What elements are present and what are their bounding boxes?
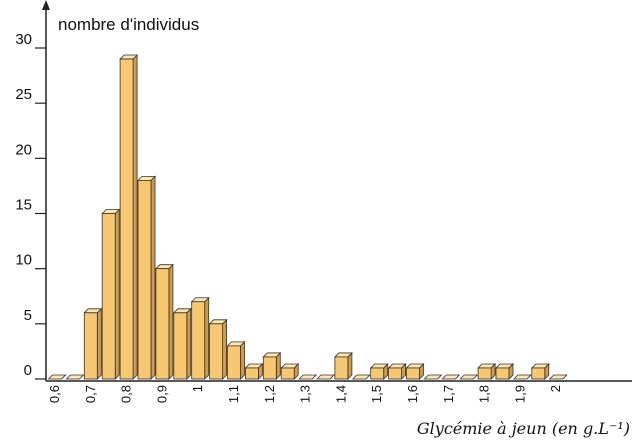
bar-top [65, 374, 85, 380]
y-tick-label: 5 [24, 307, 32, 324]
bar [388, 367, 403, 380]
x-tick-label: 2 [548, 385, 563, 392]
bar-side [240, 340, 245, 380]
bar-top [47, 374, 67, 380]
bar-top [351, 374, 371, 380]
bar-side [186, 307, 192, 380]
bar [495, 367, 510, 380]
y-tick-label: 25 [15, 86, 32, 103]
x-tick-label: 1,9 [512, 385, 527, 403]
bar-top [298, 374, 318, 380]
y-tick-label: 10 [15, 252, 32, 269]
bar [244, 367, 259, 380]
bar-top [548, 374, 568, 380]
bar [280, 367, 295, 380]
y-tick-label: 0 [24, 362, 32, 379]
x-tick-label: 0,7 [83, 385, 98, 403]
bar-side [222, 318, 228, 380]
bar [406, 367, 420, 380]
bar [101, 213, 116, 380]
y-axis-label: nombre d'individus [58, 15, 199, 34]
x-tick-label: 1,3 [298, 385, 313, 403]
bar [477, 367, 492, 380]
bar-side [96, 307, 102, 380]
x-tick-label: 1,5 [369, 385, 384, 403]
y-tick-label: 15 [15, 197, 32, 214]
bar-top [459, 374, 479, 380]
x-tick-label: 1,8 [477, 385, 492, 403]
bar [531, 367, 546, 380]
bar-top [512, 374, 532, 380]
x-tick-label: 1,7 [441, 385, 456, 403]
bar-side [204, 296, 210, 380]
bar [191, 301, 206, 380]
x-tick-label: 1,2 [262, 385, 277, 403]
y-tick-label: 30 [15, 31, 32, 48]
bar [173, 312, 188, 380]
y-axis-arrow [42, 0, 50, 10]
bar-top [423, 374, 443, 380]
bar [209, 323, 224, 380]
bar [370, 367, 385, 380]
x-tick-label: 0,8 [119, 385, 134, 403]
bar-top [316, 374, 335, 380]
x-axis-label: Glycémie à jeun (en g.L⁻¹) [417, 419, 630, 438]
bar-side [168, 263, 174, 380]
bar-top [441, 374, 461, 380]
x-tick-label: 0,6 [47, 385, 62, 403]
bar [262, 356, 277, 380]
bar [119, 58, 134, 380]
x-tick-label: 1,6 [405, 385, 420, 403]
bar [137, 179, 152, 380]
x-tick-label: 1,1 [226, 385, 241, 403]
bar [155, 268, 170, 380]
bar [227, 345, 241, 380]
x-tick-label: 1,4 [333, 385, 348, 403]
y-tick-label: 20 [15, 141, 32, 158]
bar-side [150, 175, 156, 380]
bar-side [132, 54, 138, 380]
bar [83, 312, 98, 380]
bar-side [114, 208, 120, 380]
x-tick-label: 0,9 [154, 385, 169, 403]
bar [334, 356, 349, 380]
x-tick-label: 1 [190, 385, 205, 392]
